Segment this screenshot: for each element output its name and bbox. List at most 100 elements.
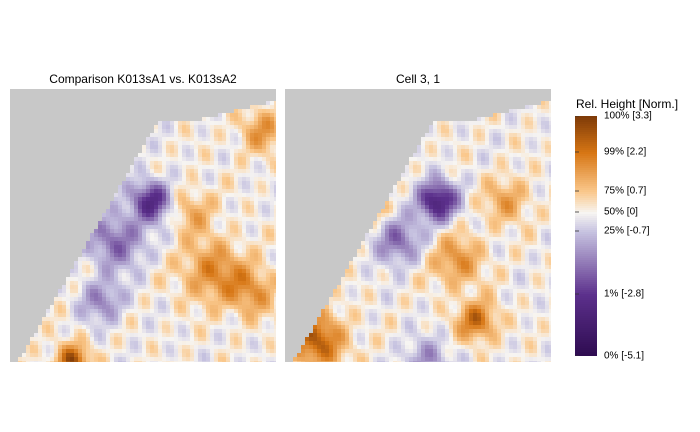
heatmap-cell [274,305,276,310]
heatmap-cell [214,285,219,290]
heatmap-cell [509,257,514,262]
heatmap-cell [369,253,374,258]
heatmap-cell [489,293,494,298]
heatmap-cell [541,137,546,142]
heatmap-cell [158,189,163,194]
heatmap-cell [170,289,175,294]
heatmap-cell [537,209,542,214]
heatmap-cell [417,297,422,302]
heatmap-cell [170,253,175,258]
heatmap-cell [449,141,454,146]
heatmap-cell [441,129,446,134]
heatmap-cell [70,297,75,302]
heatmap-cell [533,109,538,114]
heatmap-cell [441,293,446,298]
heatmap-cell [266,337,271,342]
heatmap-cell [469,229,474,234]
heatmap-cell [365,265,370,270]
heatmap-cell [513,221,518,226]
heatmap-cell [258,273,263,278]
heatmap-cell [537,165,542,170]
heatmap-cell [234,321,239,326]
heatmap-cell [250,165,255,170]
heatmap-cell [485,181,490,186]
heatmap-cell [497,249,502,254]
heatmap-cell [126,253,131,258]
heatmap-cell [190,197,195,202]
heatmap-cell [134,277,139,282]
heatmap-cell [142,341,147,346]
heatmap-cell [198,269,203,274]
heatmap-cell [26,357,31,362]
heatmap-cell [206,197,211,202]
heatmap-cell [485,125,490,130]
heatmap-cell [457,193,462,198]
heatmap-cell [397,269,402,274]
heatmap-cell [194,253,199,258]
heatmap-cell [457,261,462,266]
heatmap-cell [537,249,542,254]
heatmap-cell [449,293,454,298]
heatmap-cell [413,297,418,302]
heatmap-cell [194,249,199,254]
heatmap-cell [501,189,506,194]
heatmap-cell [230,305,235,310]
heatmap-cell [182,305,187,310]
heatmap-cell [206,325,211,330]
heatmap-cell [230,201,235,206]
heatmap-cell [146,325,151,330]
heatmap-cell [441,273,446,278]
heatmap-cell [549,145,551,150]
heatmap-cell [174,145,179,150]
heatmap-cell [485,217,490,222]
heatmap-cell [389,281,394,286]
heatmap-cell [489,289,494,294]
heatmap-cell [525,217,530,222]
heatmap-cell [461,265,466,270]
heatmap-cell [353,277,358,282]
heatmap-cell [222,289,227,294]
heatmap-cell [106,209,111,214]
heatmap-cell [170,173,175,178]
heatmap-cell [162,125,167,130]
heatmap-cell [457,273,462,278]
heatmap-cell [409,217,414,222]
heatmap-cell [114,257,119,262]
heatmap-cell [194,237,199,242]
heatmap-cell [493,221,498,226]
heatmap-cell [485,289,490,294]
heatmap-cell [413,217,418,222]
heatmap-cell [182,253,187,258]
heatmap-cell [70,337,75,342]
heatmap-cell [409,297,414,302]
heatmap-cell [70,289,75,294]
heatmap-cell [50,357,55,362]
heatmap-cell [270,265,275,270]
heatmap-cell [190,193,195,198]
heatmap-cell [86,325,91,330]
heatmap-cell [202,349,207,354]
heatmap-cell [82,309,87,314]
heatmap-cell [525,185,530,190]
heatmap-cell [234,205,239,210]
heatmap-cell [525,253,530,258]
heatmap-cell [545,253,550,258]
heatmap-cell [441,165,446,170]
heatmap-cell [234,229,239,234]
heatmap-cell [509,137,514,142]
heatmap-cell [270,217,275,222]
heatmap-cell [214,213,219,218]
heatmap-cell [238,265,243,270]
heatmap-cell [441,297,446,302]
heatmap-cell [537,129,542,134]
heatmap-cell [262,253,267,258]
heatmap-cell [425,285,430,290]
heatmap-cell [198,349,203,354]
heatmap-cell [234,325,239,330]
heatmap-cell [409,201,414,206]
heatmap-cell [274,337,276,342]
heatmap-cell [445,177,450,182]
heatmap-cell [230,325,235,330]
heatmap-cell [198,141,203,146]
heatmap-cell [465,269,470,274]
